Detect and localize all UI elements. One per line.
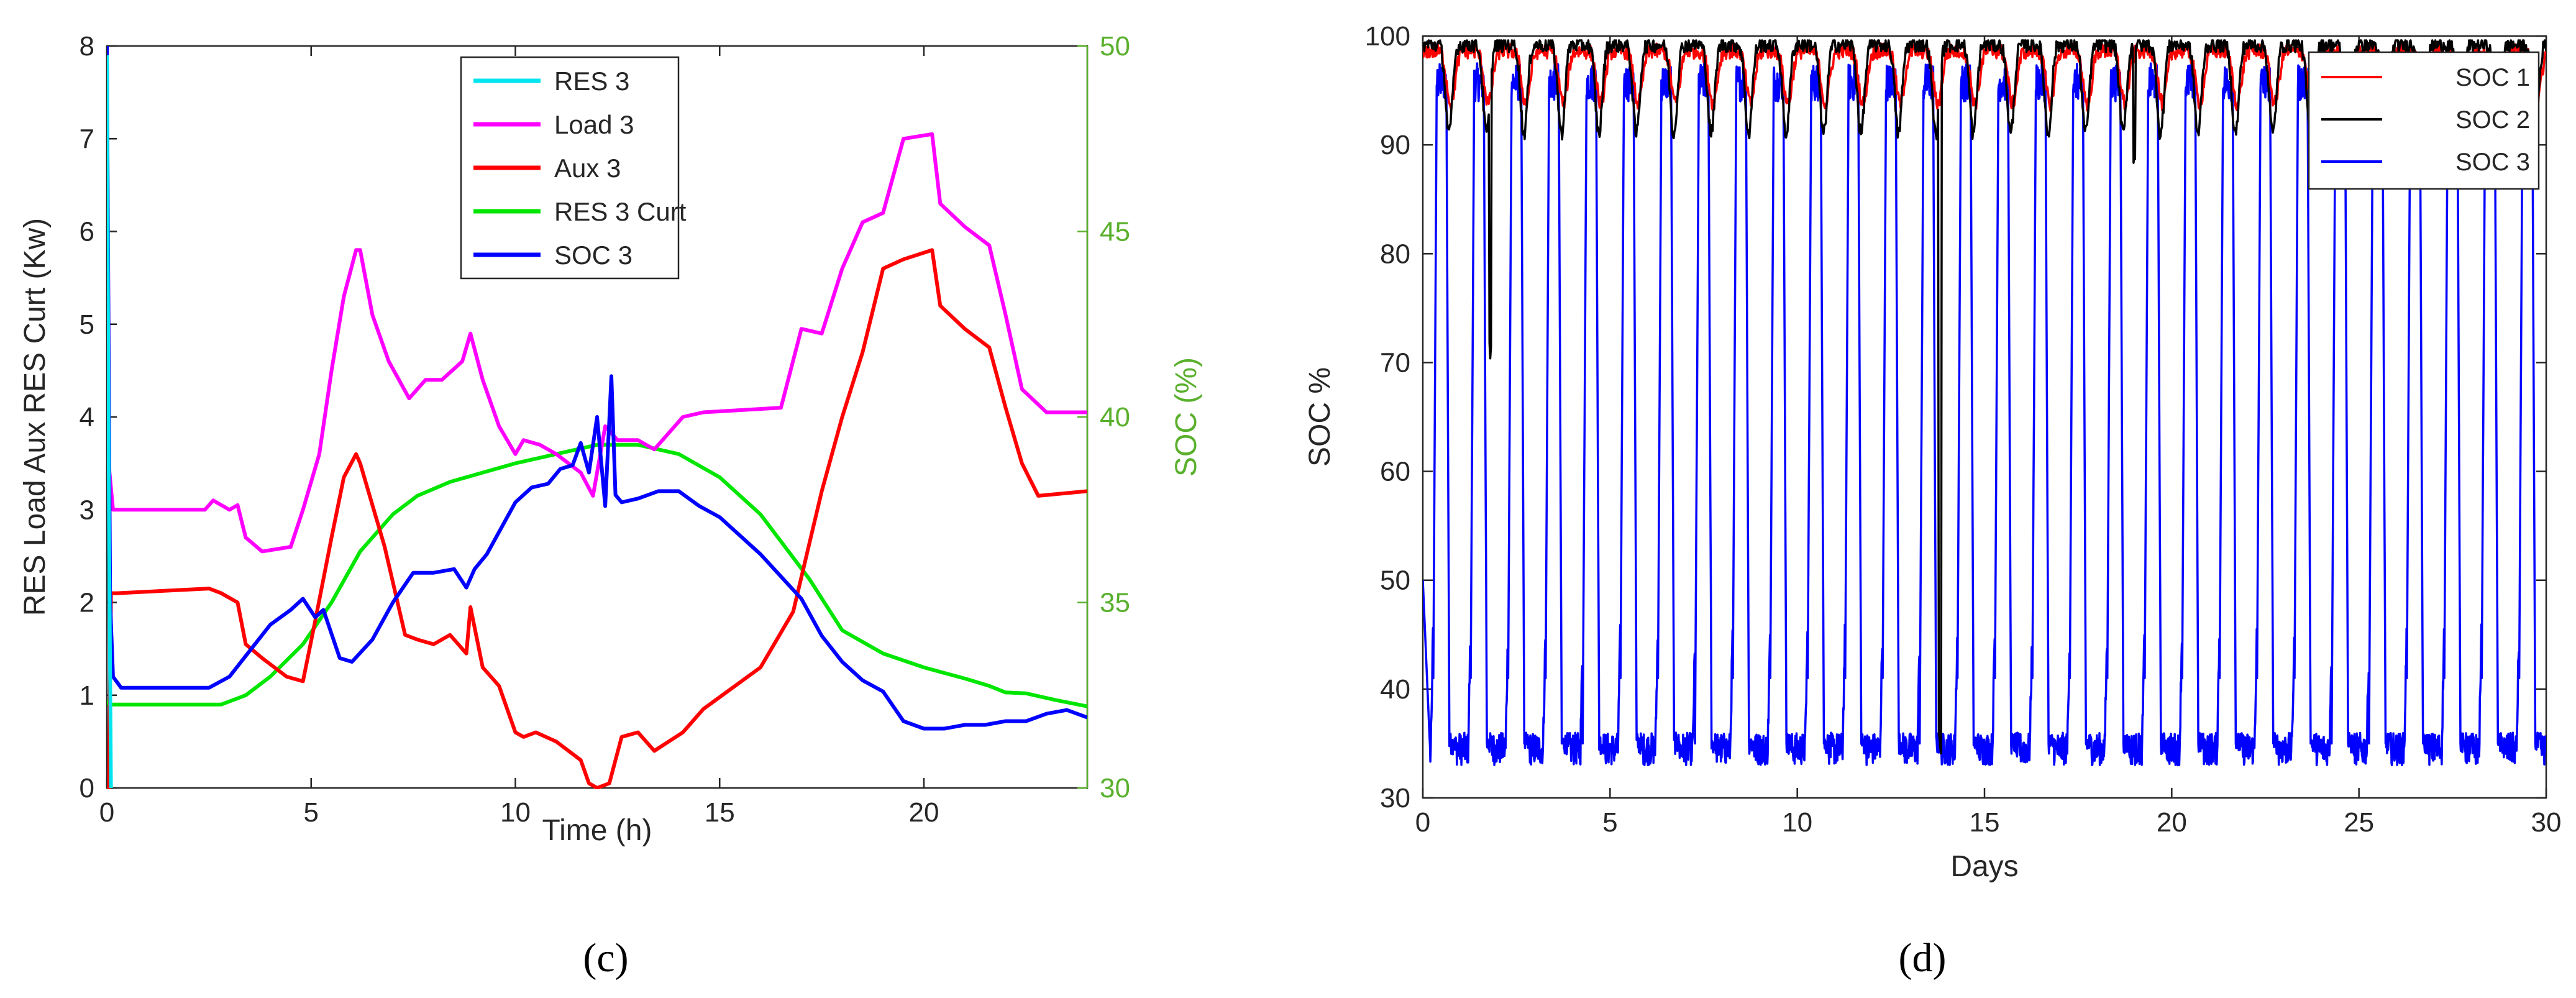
- panel-caption-c: (c): [583, 935, 628, 981]
- y-tick-label-c: 2: [80, 588, 94, 618]
- x-tick-label-d: 25: [2344, 807, 2374, 838]
- y-tick-label-c: 3: [80, 495, 94, 525]
- y-tick-label-c: 7: [80, 124, 94, 154]
- series-line-soc-3: [107, 45, 1087, 731]
- x-tick-label-d: 20: [2157, 807, 2187, 838]
- x-axis-label-d: Days: [1950, 850, 2018, 883]
- y-tick-label-right-c: 30: [1100, 773, 1130, 803]
- y-tick-label-d: 100: [1365, 21, 1410, 52]
- series-line-res-3: [107, 55, 113, 789]
- x-tick-label-d: 10: [1782, 807, 1812, 838]
- y-axis-label-d: SOC %: [1304, 367, 1336, 467]
- y-tick-label-right-c: 50: [1100, 31, 1130, 62]
- legend-label-c: RES 3: [554, 66, 629, 96]
- x-axis-label-c: Time (h): [542, 814, 652, 847]
- legend-label-d: SOC 2: [2455, 106, 2530, 134]
- panel-caption-d: (d): [1899, 935, 1947, 981]
- y-tick-label-right-c: 45: [1100, 217, 1130, 247]
- x-tick-label-c: 15: [705, 797, 735, 828]
- y-tick-label-c: 8: [80, 31, 94, 62]
- series-line-load-3: [107, 132, 1087, 554]
- y-tick-label-c: 6: [80, 217, 94, 247]
- y-axis-label-right-c: SOC (%): [1170, 357, 1203, 477]
- y-tick-label-c: 4: [80, 402, 94, 433]
- y-tick-label-c: 1: [80, 680, 94, 711]
- y-tick-label-c: 0: [80, 773, 94, 803]
- x-tick-label-d: 30: [2531, 807, 2562, 838]
- y-tick-label-d: 70: [1380, 347, 1410, 378]
- series-line-soc-2: [1423, 39, 2546, 755]
- legend-label-d: SOC 3: [2455, 149, 2530, 176]
- legend-label-c: SOC 3: [554, 240, 633, 270]
- series-line-aux-3: [107, 248, 1087, 789]
- legend-label-c: Aux 3: [554, 153, 621, 183]
- y-tick-label-right-c: 35: [1100, 588, 1130, 618]
- legend-label-c: RES 3 Curt: [554, 197, 687, 226]
- legend-label-d: SOC 1: [2455, 64, 2530, 91]
- y-tick-label-d: 60: [1380, 457, 1410, 487]
- y-axis-label-c: RES Load Aux RES Curt (Kw): [19, 218, 52, 616]
- panel-d: 0 5 10 15 20 25 30 30 40 50 60 70 80 90 100 Days SOC % SO…: [1304, 21, 2561, 981]
- x-tick-label-d: 15: [1970, 807, 2000, 838]
- x-tick-label-c: 20: [909, 797, 939, 828]
- x-tick-label-c: 0: [99, 797, 114, 828]
- y-tick-label-d: 40: [1380, 674, 1410, 705]
- x-tick-label-c: 5: [304, 797, 319, 828]
- series-line-soc-3: [1423, 62, 2546, 767]
- x-tick-label-d: 5: [1602, 807, 1617, 838]
- y-tick-label-d: 90: [1380, 130, 1410, 160]
- y-tick-label-c: 5: [80, 309, 94, 340]
- y-tick-label-d: 50: [1380, 565, 1410, 596]
- y-tick-label-d: 80: [1380, 239, 1410, 269]
- series-line-res-3-curt: [107, 442, 1087, 708]
- legend-label-c: Load 3: [554, 110, 634, 139]
- x-tick-label-c: 10: [500, 797, 531, 828]
- y-tick-label-d: 30: [1380, 783, 1410, 813]
- y-tick-label-right-c: 40: [1100, 402, 1130, 433]
- x-tick-label-d: 0: [1415, 807, 1430, 838]
